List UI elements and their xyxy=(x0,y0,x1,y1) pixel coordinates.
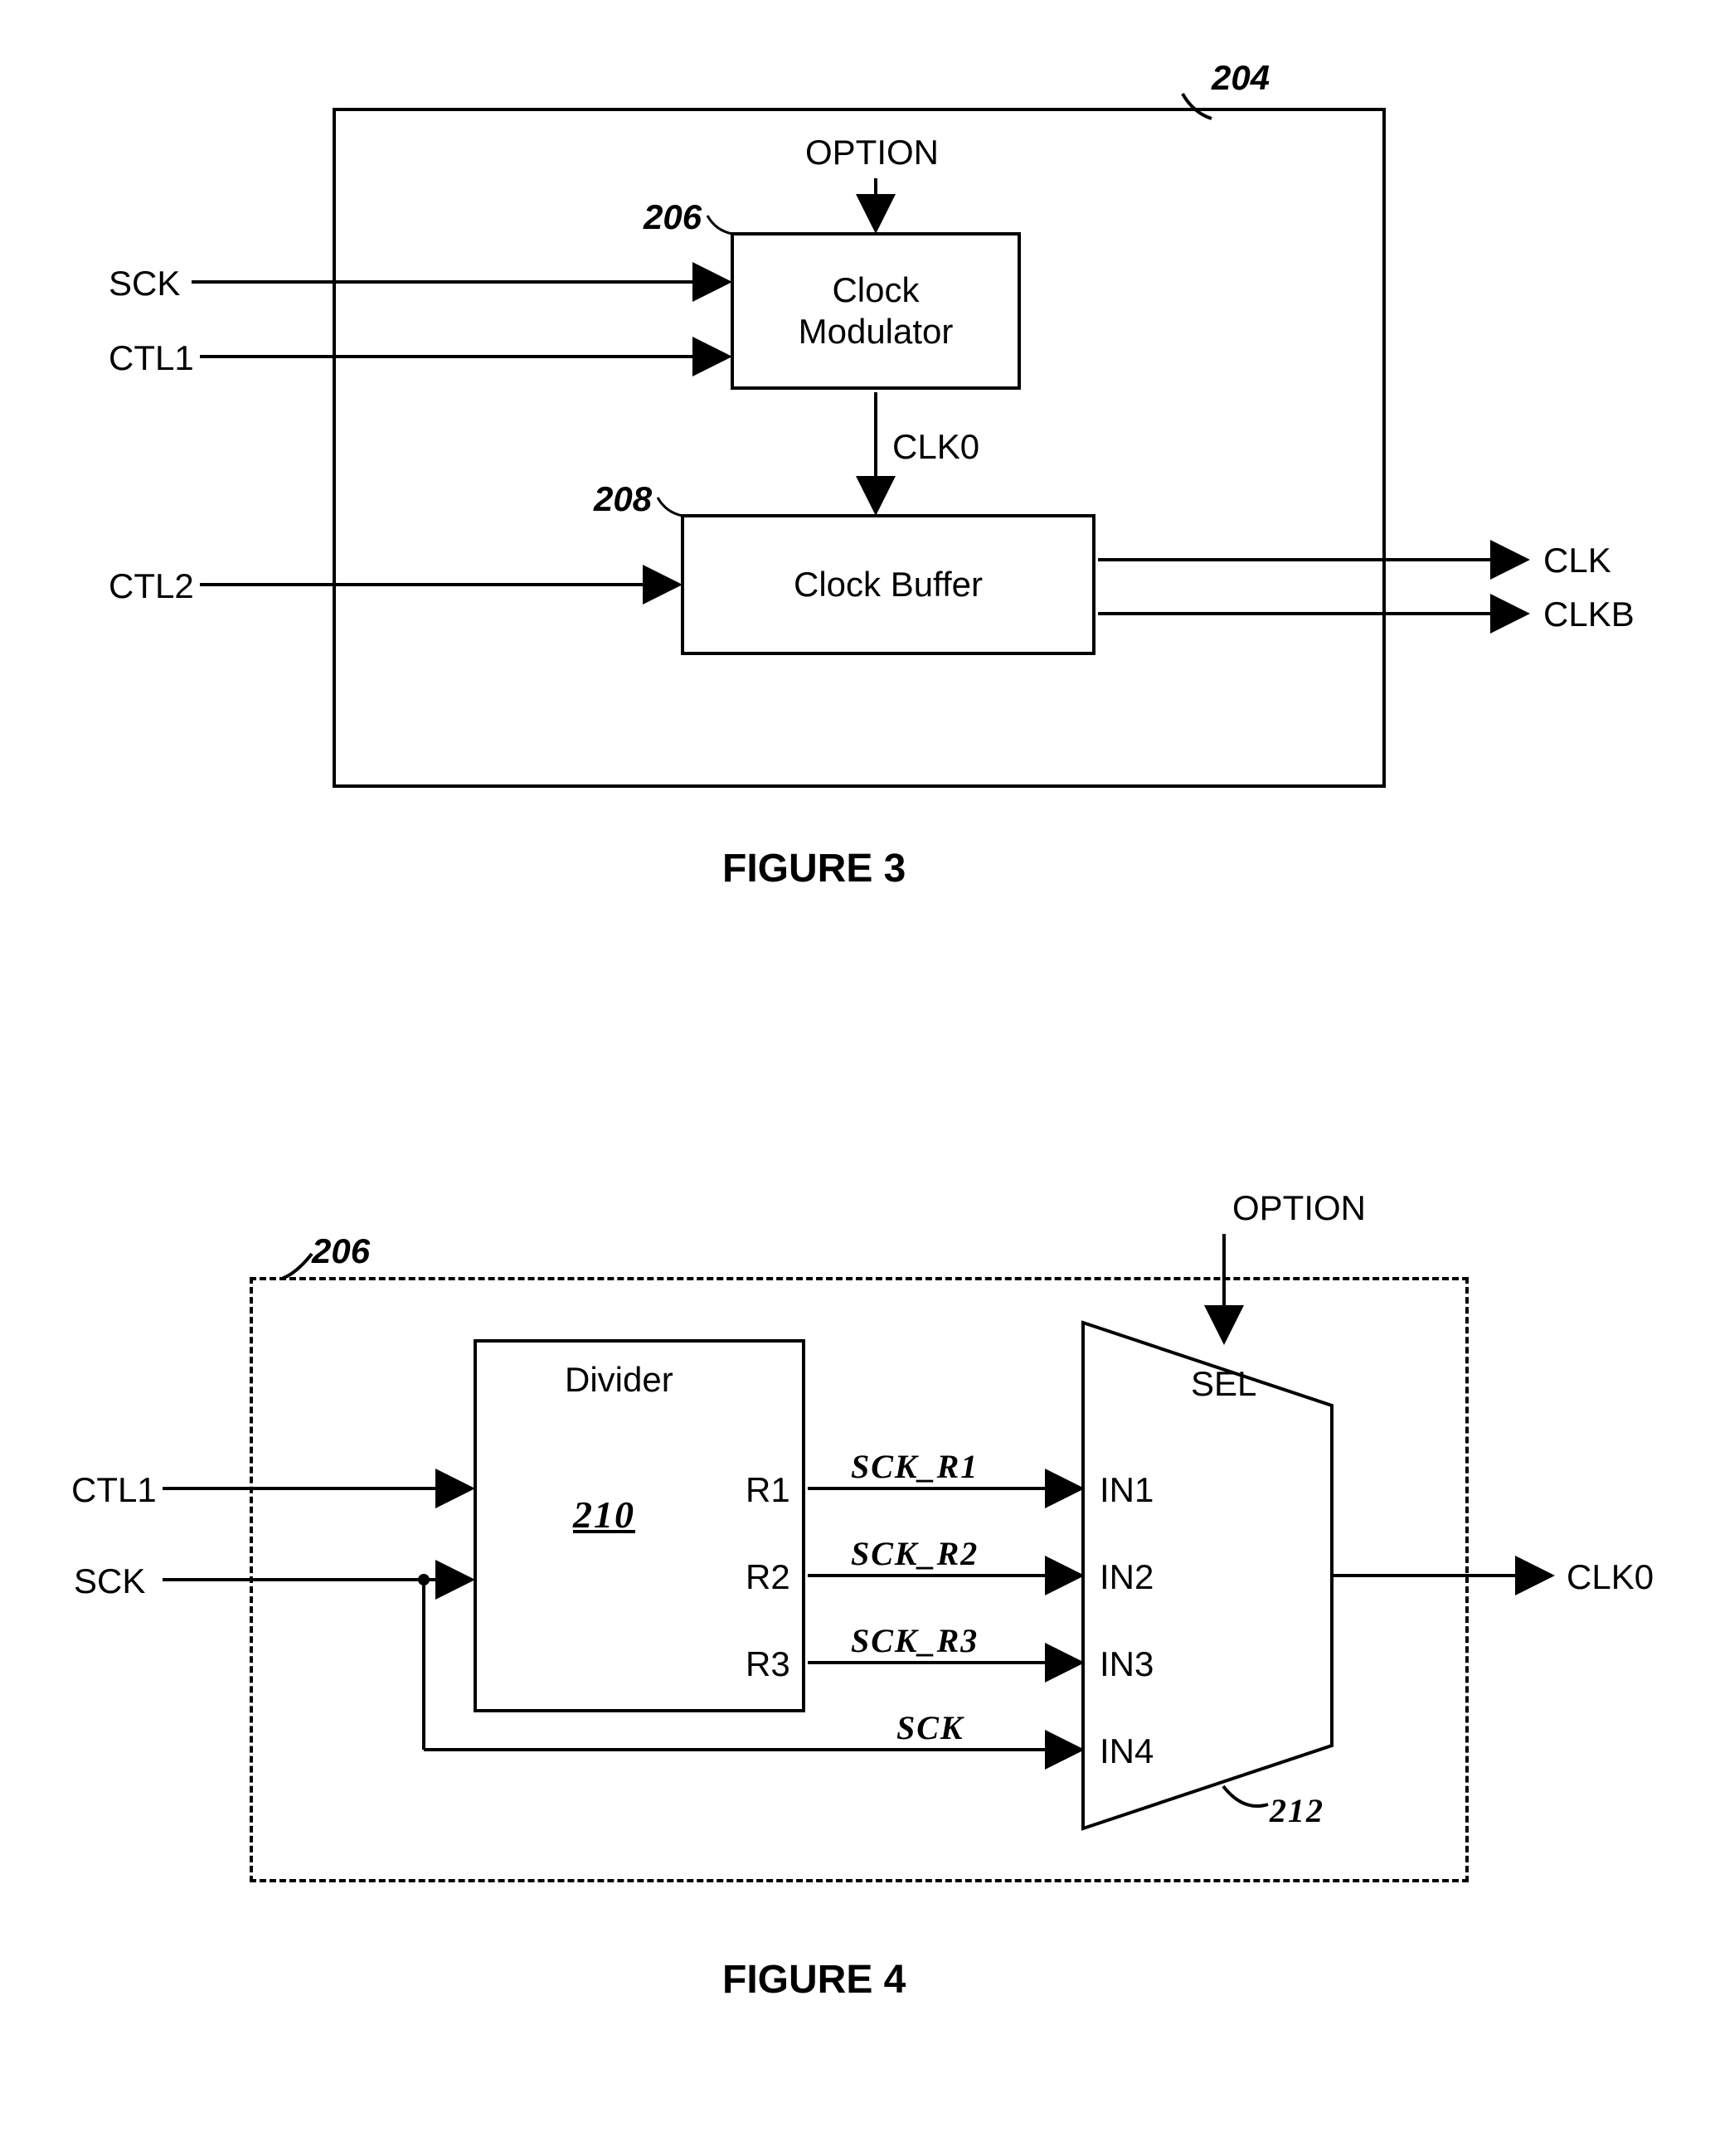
fig4-caption: FIGURE 4 xyxy=(722,1957,906,2003)
label-ctl1-b: CTL1 xyxy=(71,1470,157,1510)
label-sck-b: SCK xyxy=(74,1561,145,1601)
label-clk0-b: CLK0 xyxy=(1567,1557,1654,1597)
label-option-b: OPTION xyxy=(1232,1188,1366,1228)
fig4-wires xyxy=(34,50,1676,1957)
